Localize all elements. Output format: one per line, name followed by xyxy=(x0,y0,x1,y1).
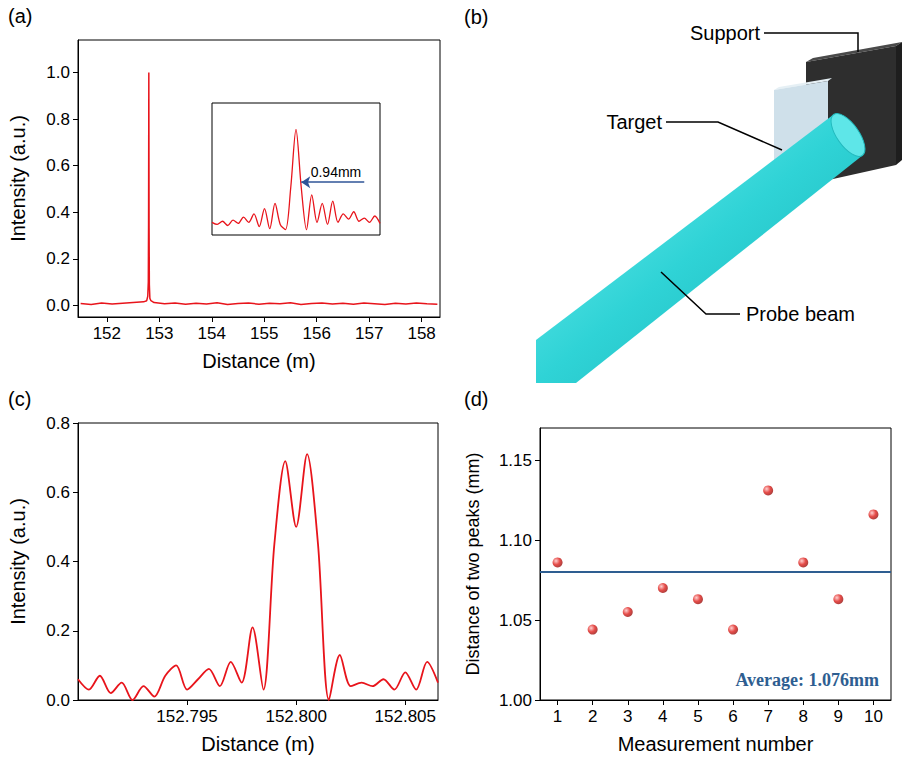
svg-text:0.4: 0.4 xyxy=(46,203,70,222)
svg-text:0.4: 0.4 xyxy=(46,552,70,571)
svg-text:0.8: 0.8 xyxy=(46,414,70,433)
svg-text:Support: Support xyxy=(690,22,760,44)
svg-text:3: 3 xyxy=(623,707,632,726)
svg-text:2: 2 xyxy=(588,707,597,726)
svg-text:(b): (b) xyxy=(464,6,488,28)
svg-text:(d): (d) xyxy=(464,388,488,410)
svg-text:8: 8 xyxy=(799,707,808,726)
svg-text:Probe beam: Probe beam xyxy=(746,303,855,325)
svg-text:Distance (m): Distance (m) xyxy=(201,733,314,755)
svg-text:10: 10 xyxy=(864,707,883,726)
svg-text:1.0: 1.0 xyxy=(46,63,70,82)
svg-text:7: 7 xyxy=(763,707,772,726)
svg-text:153: 153 xyxy=(145,324,173,343)
svg-text:Distance of two peaks (mm): Distance of two peaks (mm) xyxy=(463,452,483,675)
svg-text:152: 152 xyxy=(93,324,121,343)
svg-text:152.805: 152.805 xyxy=(375,707,436,726)
svg-text:(c): (c) xyxy=(8,388,31,410)
svg-text:156: 156 xyxy=(303,324,331,343)
svg-text:152.800: 152.800 xyxy=(265,707,326,726)
svg-text:1: 1 xyxy=(553,707,562,726)
svg-text:5: 5 xyxy=(693,707,702,726)
svg-text:0.0: 0.0 xyxy=(46,691,70,710)
svg-text:1.15: 1.15 xyxy=(499,451,532,470)
svg-text:0.6: 0.6 xyxy=(46,156,70,175)
svg-text:158: 158 xyxy=(407,324,435,343)
svg-text:6: 6 xyxy=(728,707,737,726)
svg-text:Intensity (a.u.): Intensity (a.u.) xyxy=(7,115,29,242)
svg-text:1.05: 1.05 xyxy=(499,611,532,630)
svg-text:155: 155 xyxy=(250,324,278,343)
svg-text:Target: Target xyxy=(606,111,662,133)
svg-text:9: 9 xyxy=(834,707,843,726)
svg-text:Measurement number: Measurement number xyxy=(618,733,814,755)
svg-text:Distance (m): Distance (m) xyxy=(202,350,315,372)
svg-text:157: 157 xyxy=(355,324,383,343)
svg-text:154: 154 xyxy=(198,324,226,343)
svg-text:0.2: 0.2 xyxy=(46,621,70,640)
svg-text:0.0: 0.0 xyxy=(46,296,70,315)
svg-text:4: 4 xyxy=(658,707,667,726)
svg-text:1.10: 1.10 xyxy=(499,531,532,550)
svg-text:0.8: 0.8 xyxy=(46,110,70,129)
svg-text:0.6: 0.6 xyxy=(46,483,70,502)
svg-text:Average: 1.076mm: Average: 1.076mm xyxy=(735,670,879,690)
svg-text:(a): (a) xyxy=(8,5,32,27)
svg-text:Intensity (a.u.): Intensity (a.u.) xyxy=(7,498,29,625)
svg-text:1.00: 1.00 xyxy=(499,691,532,710)
svg-text:0.2: 0.2 xyxy=(46,249,70,268)
svg-text:0.94mm: 0.94mm xyxy=(311,164,362,180)
svg-text:152.795: 152.795 xyxy=(156,707,217,726)
